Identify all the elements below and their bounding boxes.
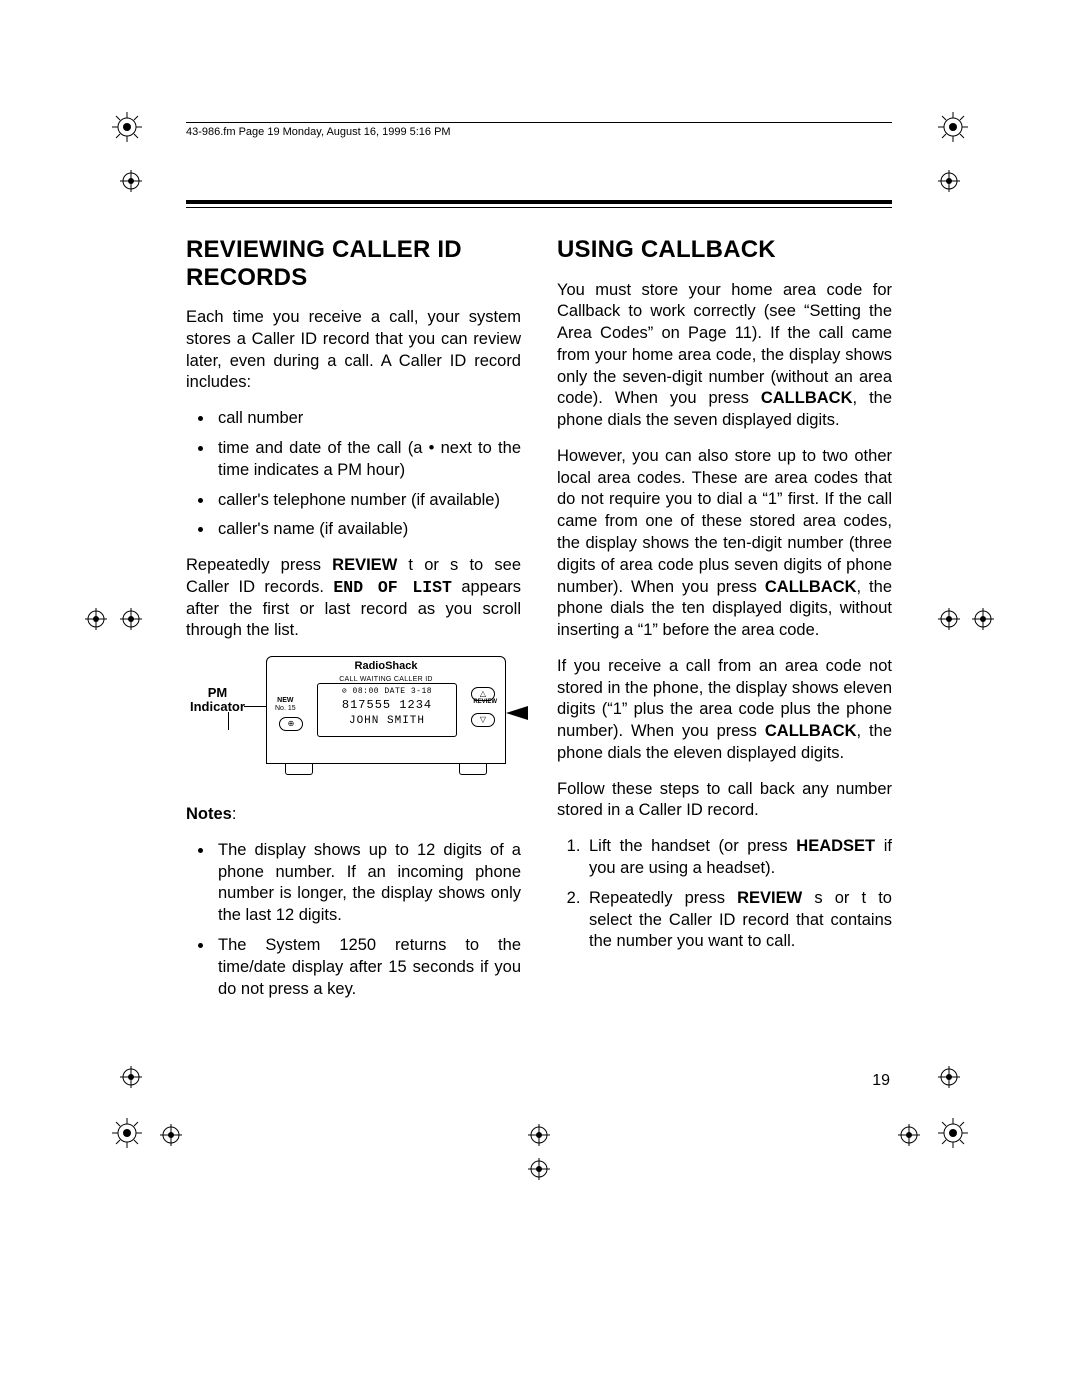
reg-mark-icon — [972, 608, 994, 630]
heading-callback: USING CALLBACK — [557, 236, 892, 264]
corner-mark-icon — [112, 1118, 142, 1148]
reg-mark-icon — [120, 608, 142, 630]
phone-illustration: PM Indicator RadioShack CALL WAITING CAL… — [186, 656, 521, 786]
newcall-label: NEW No. 15 — [275, 697, 296, 712]
lcd-display: ⊘ 08:00 DATE 3-18 817555 1234 JOHN SMITH — [317, 683, 457, 737]
reg-mark-icon — [938, 1066, 960, 1088]
bullet-item: caller's telephone number (if available) — [214, 490, 521, 512]
callback-p1: You must store your home area code for C… — [557, 280, 892, 432]
right-column: USING CALLBACK You must store your home … — [557, 236, 892, 1014]
notes-list: The display shows up to 12 digits of a p… — [186, 840, 521, 1000]
reg-mark-icon — [938, 608, 960, 630]
callback-steps: Lift the handset (or press HEADSET if yo… — [557, 836, 892, 953]
callback-p4: Follow these steps to call back any numb… — [557, 779, 892, 823]
review-paragraph: Repeatedly press REVIEW t or s to see Ca… — [186, 555, 521, 642]
corner-mark-icon — [938, 112, 968, 142]
reg-mark-icon — [85, 608, 107, 630]
review-label: REVIEW — [473, 699, 497, 705]
callback-p3: If you receive a call from an area code … — [557, 656, 892, 765]
fm-header: 43-986.fm Page 19 Monday, August 16, 199… — [186, 122, 892, 138]
corner-mark-icon — [112, 112, 142, 142]
phone-body: RadioShack CALL WAITING CALLER ID NEW No… — [266, 656, 506, 764]
bullet-item: time and date of the call (a • next to t… — [214, 438, 521, 482]
record-bullets: call number time and date of the call (a… — [186, 408, 521, 541]
note-item: The display shows up to 12 digits of a p… — [214, 840, 521, 927]
bullet-item: call number — [214, 408, 521, 430]
intro-text: Each time you receive a call, your syste… — [186, 307, 521, 394]
corner-mark-icon — [938, 1118, 968, 1148]
fm-header-text: 43-986.fm Page 19 Monday, August 16, 199… — [186, 126, 451, 138]
left-column: REVIEWING CALLER ID RECORDS Each time yo… — [186, 236, 521, 1014]
newcall-button-icon: ⊕ — [279, 717, 303, 731]
step-item: Lift the handset (or press HEADSET if yo… — [585, 836, 892, 880]
bullet-item: caller's name (if available) — [214, 519, 521, 541]
note-item: The System 1250 returns to the time/date… — [214, 935, 521, 1000]
reg-mark-icon — [160, 1124, 182, 1146]
reg-mark-icon — [938, 170, 960, 192]
hinge-icon — [459, 763, 487, 775]
notes-heading: Notes: — [186, 804, 521, 826]
phone-brand: RadioShack CALL WAITING CALLER ID — [267, 657, 505, 684]
page-number: 19 — [872, 1072, 890, 1090]
page-content: REVIEWING CALLER ID RECORDS Each time yo… — [186, 200, 892, 1014]
heading-reviewing: REVIEWING CALLER ID RECORDS — [186, 236, 521, 291]
hinge-icon — [285, 763, 313, 775]
pointer-arrow-icon — [506, 706, 528, 720]
reg-mark-icon — [120, 1066, 142, 1088]
step-item: Repeatedly press REVIEW s or t to select… — [585, 888, 892, 953]
down-button-icon: ▽ — [471, 713, 495, 727]
callout-line — [228, 712, 229, 730]
reg-mark-icon — [898, 1124, 920, 1146]
callback-p2: However, you can also store up to two ot… — [557, 446, 892, 642]
reg-mark-icon — [528, 1124, 550, 1146]
reg-mark-icon — [528, 1158, 550, 1180]
pm-indicator-label: PM Indicator — [190, 686, 245, 715]
top-rule — [186, 200, 892, 208]
reg-mark-icon — [120, 170, 142, 192]
